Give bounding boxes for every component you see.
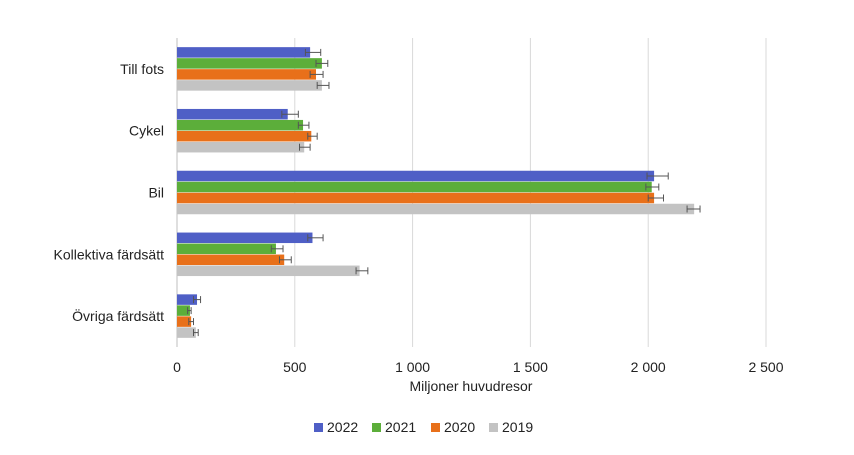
bar — [177, 316, 192, 327]
bar — [177, 80, 322, 91]
x-tick-label: 2 000 — [631, 359, 666, 375]
x-axis-title: Miljoner huvudresor — [410, 378, 533, 394]
bar — [177, 192, 655, 204]
bar — [177, 294, 198, 305]
bar — [177, 141, 305, 153]
x-tick-label: 1 000 — [395, 359, 430, 375]
x-tick-label: 0 — [173, 359, 181, 375]
x-axis-ticks: 0 500 1 000 1 500 2 000 2 500 — [173, 359, 784, 375]
bar — [177, 130, 312, 142]
bar — [177, 305, 190, 316]
bar — [177, 170, 655, 182]
y-axis-labels: Till fots Cykel Bil Kollektiva färdsätt Övri… — [54, 61, 165, 324]
x-tick-label: 1 500 — [513, 359, 548, 375]
legend-label: 2020 — [444, 419, 475, 435]
category-label: Övriga färdsätt — [72, 307, 164, 324]
bar — [177, 47, 311, 58]
legend-swatch — [489, 423, 498, 432]
legend-swatch — [372, 423, 381, 432]
bar — [177, 203, 695, 215]
legend-label: 2022 — [327, 419, 358, 435]
bar — [177, 243, 276, 255]
bar — [177, 181, 652, 193]
bar — [177, 119, 304, 131]
category-label: Kollektiva färdsätt — [54, 246, 165, 262]
bar — [177, 327, 196, 338]
bar — [177, 108, 288, 120]
category-label: Bil — [148, 185, 164, 201]
legend: 2022 2021 2020 2019 — [314, 419, 533, 435]
bar — [177, 232, 313, 244]
bar — [177, 254, 285, 266]
bar — [177, 58, 322, 69]
x-tick-label: 2 500 — [748, 359, 783, 375]
x-tick-label: 500 — [283, 359, 307, 375]
bar — [177, 69, 317, 80]
error-bars-group — [187, 48, 701, 337]
category-label: Cykel — [129, 123, 164, 139]
legend-label: 2019 — [502, 419, 533, 435]
bar — [177, 265, 360, 277]
legend-swatch — [431, 423, 440, 432]
legend-swatch — [314, 423, 323, 432]
bars-group — [177, 47, 695, 338]
legend-label: 2021 — [385, 419, 416, 435]
category-label: Till fots — [120, 61, 164, 77]
